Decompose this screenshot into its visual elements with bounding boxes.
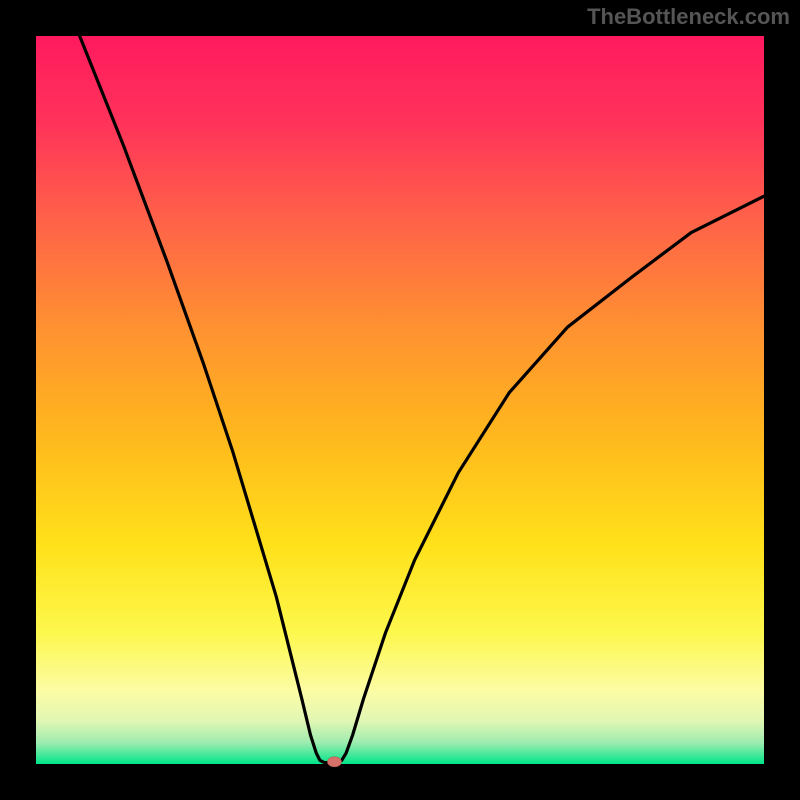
watermark-text: TheBottleneck.com [587,4,790,30]
bottleneck-chart [0,0,800,800]
optimum-marker [327,757,341,767]
plot-area [36,36,764,764]
